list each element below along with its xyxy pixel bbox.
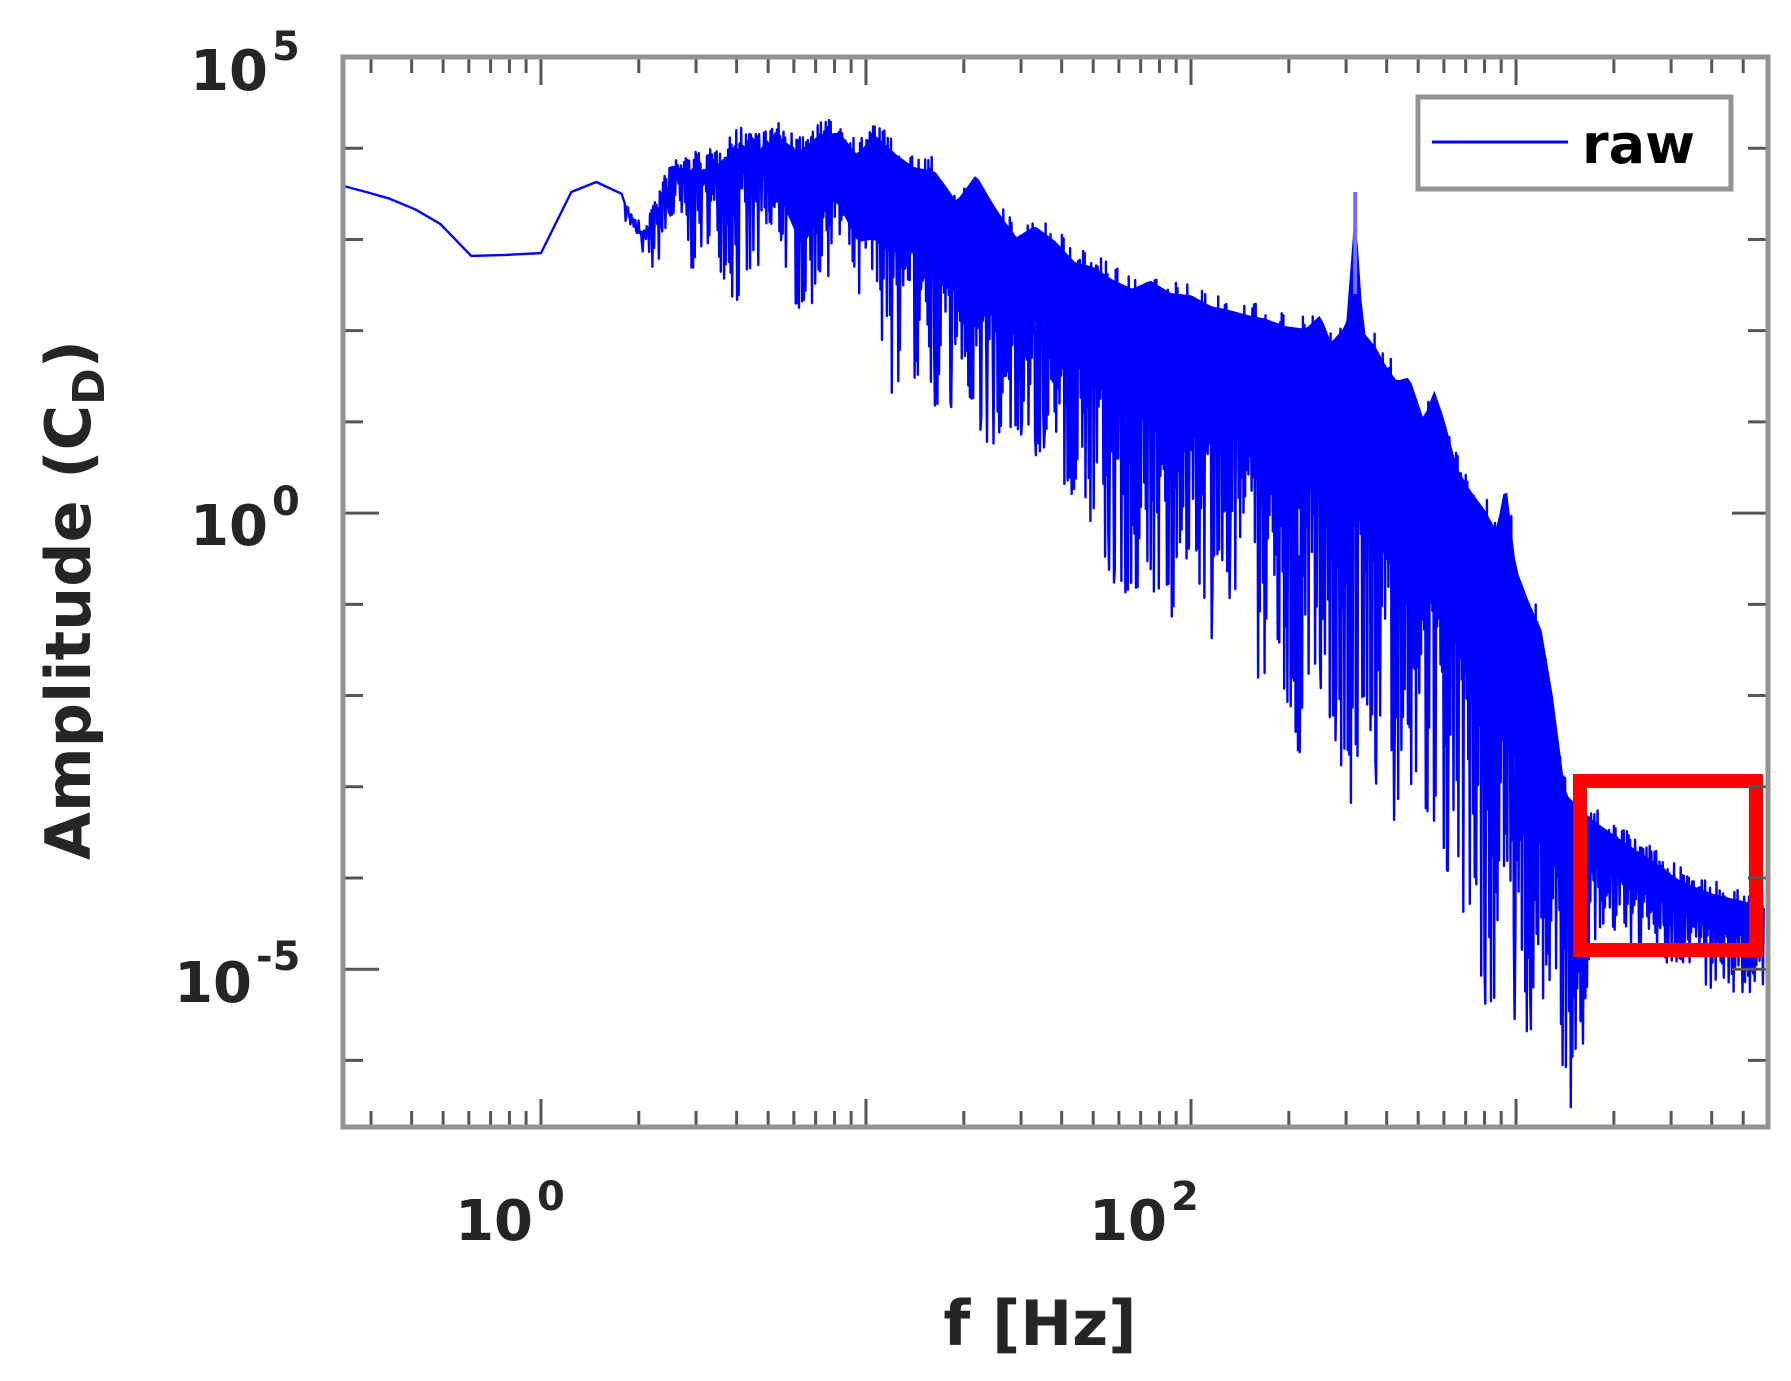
x-tick-label-1e2: 10 2 [1089, 1174, 1199, 1254]
series-raw [344, 118, 1765, 1109]
y-axis-title: Amplitude (CD) [32, 340, 115, 860]
plot-area [343, 57, 1768, 1127]
x-tick-exponent: 0 [537, 1174, 565, 1220]
x-tick-base: 10 [455, 1189, 533, 1254]
x-tick-exponent: 2 [1171, 1174, 1199, 1220]
y-axis-title-subscript: D [64, 368, 115, 405]
highlight-rectangle [1573, 774, 1763, 957]
legend-label-raw: raw [1582, 113, 1695, 176]
x-tick-base: 10 [1089, 1189, 1167, 1254]
x-axis-title: f [Hz] [943, 1287, 1136, 1360]
x-tick-label-1e0: 10 0 [455, 1174, 565, 1254]
legend: raw [1415, 94, 1734, 192]
y-tick-exponent: -5 [256, 934, 300, 980]
series-line-raw [344, 118, 1765, 1109]
svg-text:Amplitude (CD): Amplitude (CD) [32, 340, 115, 860]
y-tick-exponent: 0 [272, 479, 300, 525]
y-axis-title-close: ) [32, 340, 105, 368]
y-tick-base: 10 [190, 39, 268, 104]
axes-frame [340, 54, 1771, 1130]
y-tick-label-1e-5: 10 -5 [174, 934, 300, 1016]
axis-ticks [343, 55, 1768, 1127]
y-tick-base: 10 [190, 494, 268, 559]
y-axis-title-main: Amplitude (C [32, 405, 105, 860]
y-tick-exponent: 5 [272, 24, 300, 70]
y-tick-label-1e0: 10 0 [190, 479, 300, 559]
y-tick-label-1e5: 10 5 [190, 24, 300, 104]
y-tick-base: 10 [174, 951, 252, 1016]
